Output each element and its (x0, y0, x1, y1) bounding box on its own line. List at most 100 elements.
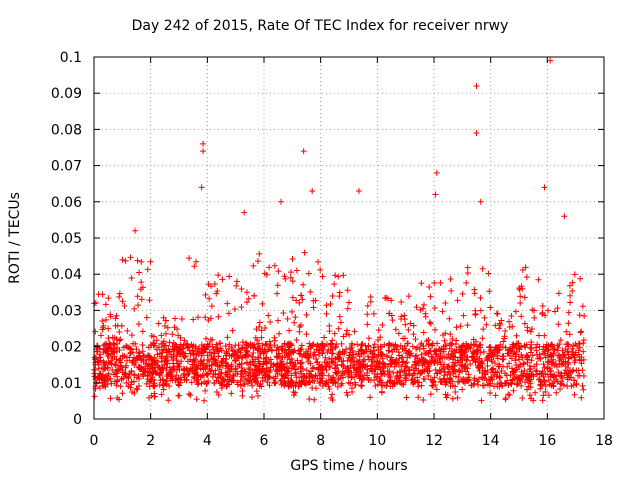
data-point (195, 380, 202, 387)
data-point (324, 360, 331, 367)
data-point (208, 361, 215, 368)
data-point (334, 383, 341, 390)
data-point (566, 331, 573, 338)
data-point (557, 380, 564, 387)
data-point (551, 346, 558, 353)
data-point (165, 397, 172, 404)
data-point (344, 305, 351, 312)
data-point (211, 350, 218, 357)
data-point (479, 335, 486, 342)
data-point (508, 312, 515, 319)
data-point (176, 366, 183, 373)
data-point (105, 295, 112, 302)
data-point (166, 383, 173, 390)
data-point (198, 352, 205, 359)
data-point (256, 382, 263, 389)
data-point (514, 380, 521, 387)
data-point (114, 340, 121, 347)
data-point (431, 348, 438, 355)
data-point (473, 130, 480, 137)
data-point (434, 370, 441, 377)
data-point (213, 290, 220, 297)
data-point (439, 378, 446, 385)
data-point (547, 373, 554, 380)
data-point (470, 353, 477, 360)
data-point (368, 358, 375, 365)
data-point (555, 352, 562, 359)
data-point (483, 377, 490, 384)
data-point (521, 294, 528, 301)
y-tick-label: 0.1 (60, 50, 82, 66)
data-point (348, 344, 355, 351)
data-point (209, 373, 216, 380)
data-point (448, 287, 455, 294)
data-point (350, 351, 357, 358)
data-point (543, 346, 550, 353)
data-point (321, 334, 328, 341)
data-point (288, 372, 295, 379)
data-point (159, 340, 166, 347)
data-point (437, 279, 444, 286)
data-point (119, 390, 126, 397)
data-point (177, 350, 184, 357)
data-point (515, 340, 522, 347)
data-point (526, 392, 533, 399)
data-point (549, 359, 556, 366)
data-point (310, 364, 317, 371)
data-point (556, 353, 563, 360)
data-point (369, 354, 376, 361)
data-point (496, 325, 503, 332)
data-point (280, 363, 287, 370)
data-point (100, 322, 107, 329)
data-point (338, 358, 345, 365)
data-point (180, 353, 187, 360)
data-point (578, 394, 585, 401)
data-point (554, 305, 561, 312)
data-point (314, 341, 321, 348)
data-point (417, 370, 424, 377)
data-point (326, 385, 333, 392)
data-point (449, 378, 456, 385)
data-point (121, 353, 128, 360)
data-point (534, 341, 541, 348)
data-point (305, 358, 312, 365)
data-point (328, 340, 335, 347)
data-point (367, 298, 374, 305)
data-point (315, 258, 322, 265)
data-point (226, 273, 233, 280)
data-point (122, 257, 129, 264)
data-point (187, 392, 194, 399)
data-point (527, 344, 534, 351)
data-point (138, 357, 145, 364)
data-point (368, 377, 375, 384)
data-point (143, 314, 150, 321)
data-point (344, 392, 351, 399)
data-point (484, 381, 491, 388)
data-point (151, 380, 158, 387)
data-point (364, 362, 371, 369)
data-point (335, 376, 342, 383)
data-point (274, 290, 281, 297)
data-point (518, 313, 525, 320)
data-point (450, 370, 457, 377)
data-point (209, 343, 216, 350)
data-point (427, 293, 434, 300)
data-point (174, 378, 181, 385)
data-point (473, 82, 480, 89)
data-point (239, 344, 246, 351)
data-point (303, 367, 310, 374)
data-point (319, 344, 326, 351)
data-point (202, 314, 209, 321)
data-point (581, 313, 588, 320)
data-point (351, 328, 358, 335)
data-point (153, 346, 160, 353)
data-point (563, 341, 570, 348)
data-point (459, 290, 466, 297)
data-point (284, 315, 291, 322)
data-point (571, 391, 578, 398)
data-point (573, 380, 580, 387)
data-point (103, 316, 110, 323)
data-point (104, 350, 111, 357)
data-point (470, 381, 477, 388)
data-point (231, 306, 238, 313)
